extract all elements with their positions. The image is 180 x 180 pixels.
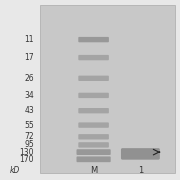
Text: 17: 17 <box>25 53 34 62</box>
FancyBboxPatch shape <box>78 37 109 42</box>
Text: kD: kD <box>10 166 20 175</box>
FancyBboxPatch shape <box>78 76 109 81</box>
Text: 1: 1 <box>138 166 143 175</box>
Text: 34: 34 <box>24 91 34 100</box>
FancyBboxPatch shape <box>78 55 109 60</box>
Text: 72: 72 <box>25 132 34 141</box>
FancyBboxPatch shape <box>76 156 111 162</box>
FancyBboxPatch shape <box>78 93 109 98</box>
FancyBboxPatch shape <box>121 148 160 160</box>
FancyBboxPatch shape <box>78 122 109 128</box>
FancyBboxPatch shape <box>78 134 109 140</box>
Text: 95: 95 <box>24 140 34 149</box>
Text: M: M <box>90 166 97 175</box>
FancyBboxPatch shape <box>78 108 109 113</box>
Text: 11: 11 <box>25 35 34 44</box>
Text: 43: 43 <box>24 106 34 115</box>
FancyBboxPatch shape <box>78 142 109 148</box>
Text: 130: 130 <box>20 148 34 157</box>
FancyBboxPatch shape <box>76 149 111 155</box>
FancyBboxPatch shape <box>40 5 175 173</box>
Text: 170: 170 <box>20 155 34 164</box>
Text: 26: 26 <box>25 74 34 83</box>
Text: 55: 55 <box>24 121 34 130</box>
